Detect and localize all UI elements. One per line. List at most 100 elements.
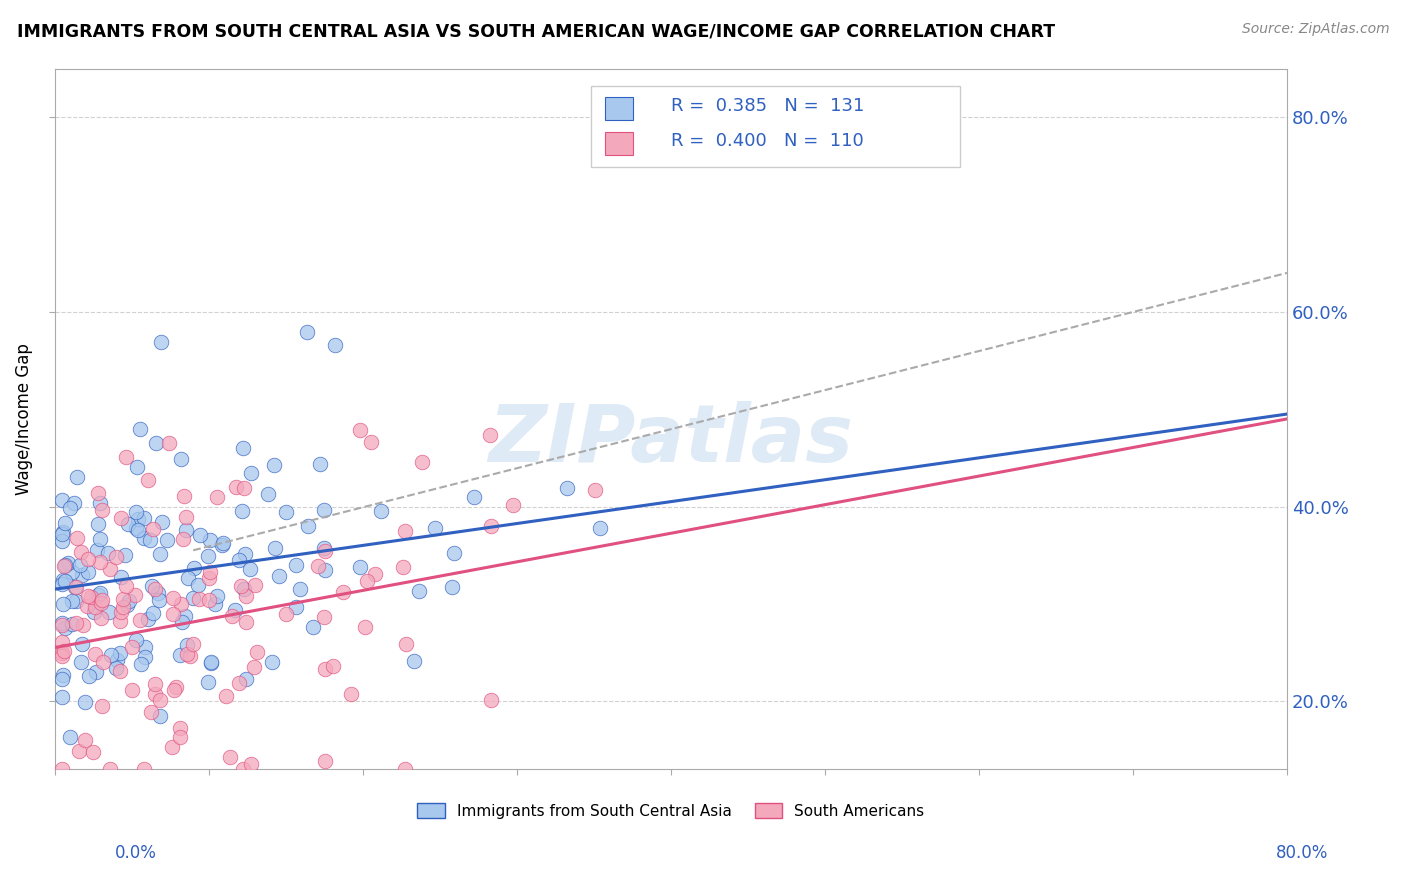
- Point: [89, 532, 111, 546]
- Point: [395, 637, 418, 651]
- Point: [89, 585, 111, 599]
- Point: [72, 618, 94, 632]
- Point: [169, 731, 191, 745]
- Point: [200, 565, 222, 579]
- Point: [233, 582, 256, 596]
- Point: [239, 756, 262, 771]
- Point: [228, 552, 250, 566]
- Point: [314, 663, 336, 677]
- Point: [114, 548, 136, 562]
- Point: [52, 597, 75, 611]
- Point: [290, 582, 312, 596]
- Point: [212, 536, 235, 550]
- Point: [302, 620, 325, 634]
- Point: [187, 578, 209, 592]
- Point: [264, 541, 287, 556]
- Point: [200, 656, 222, 670]
- Point: [232, 762, 254, 776]
- Point: [198, 533, 221, 548]
- Point: [104, 661, 127, 675]
- Point: [128, 422, 150, 436]
- Point: [323, 338, 346, 352]
- Point: [555, 481, 578, 495]
- Point: [134, 649, 156, 664]
- Point: [589, 521, 612, 535]
- Point: [83, 605, 105, 619]
- Point: [51, 762, 73, 776]
- Point: [408, 583, 430, 598]
- Point: [59, 730, 82, 744]
- Point: [177, 571, 200, 585]
- Point: [165, 681, 187, 695]
- Point: [170, 597, 193, 611]
- Point: [69, 558, 91, 572]
- Point: [89, 555, 111, 569]
- Point: [86, 543, 108, 558]
- Point: [143, 687, 166, 701]
- Point: [150, 515, 173, 529]
- Point: [142, 606, 165, 620]
- Point: [394, 524, 416, 538]
- Point: [124, 588, 146, 602]
- Point: [187, 592, 209, 607]
- Point: [53, 559, 76, 574]
- Point: [157, 435, 180, 450]
- Point: [441, 581, 464, 595]
- Point: [132, 532, 155, 546]
- Point: [263, 458, 285, 472]
- Point: [51, 673, 73, 687]
- Point: [583, 483, 606, 497]
- Point: [63, 580, 86, 594]
- Point: [53, 516, 76, 531]
- Point: [98, 605, 121, 619]
- Point: [51, 634, 73, 648]
- Point: [51, 617, 73, 632]
- Point: [91, 699, 114, 714]
- Point: [87, 588, 110, 602]
- Point: [125, 633, 148, 648]
- Point: [90, 596, 112, 610]
- Point: [198, 593, 221, 607]
- Point: [62, 495, 84, 509]
- Point: [69, 655, 91, 669]
- Point: [176, 638, 198, 652]
- Point: [76, 599, 98, 613]
- Point: [411, 455, 433, 469]
- Point: [65, 580, 87, 594]
- Point: [198, 571, 221, 585]
- Point: [228, 675, 250, 690]
- Text: R =  0.400   N =  110: R = 0.400 N = 110: [671, 132, 863, 150]
- Point: [176, 647, 198, 661]
- Point: [394, 762, 416, 776]
- Y-axis label: Wage/Income Gap: Wage/Income Gap: [15, 343, 32, 495]
- Point: [314, 563, 336, 577]
- Point: [443, 546, 465, 560]
- Point: [66, 531, 89, 545]
- Point: [83, 647, 105, 661]
- Point: [423, 521, 446, 535]
- Point: [70, 567, 93, 582]
- Text: R =  0.385   N =  131: R = 0.385 N = 131: [671, 96, 865, 115]
- Point: [173, 489, 195, 503]
- Point: [67, 744, 90, 758]
- Point: [65, 615, 87, 630]
- Point: [90, 503, 112, 517]
- Text: 80.0%: 80.0%: [1277, 844, 1329, 862]
- Point: [51, 646, 73, 660]
- Point: [262, 655, 284, 669]
- Point: [60, 565, 83, 579]
- Point: [65, 469, 87, 483]
- Point: [86, 517, 108, 532]
- Point: [139, 533, 162, 547]
- Text: Source: ZipAtlas.com: Source: ZipAtlas.com: [1241, 22, 1389, 37]
- Point: [174, 523, 197, 537]
- Point: [149, 693, 172, 707]
- Point: [156, 533, 179, 548]
- Point: [58, 557, 80, 571]
- Point: [349, 560, 371, 574]
- Point: [402, 654, 425, 668]
- Point: [115, 598, 138, 612]
- Point: [150, 335, 173, 350]
- Point: [59, 501, 82, 516]
- Point: [162, 607, 184, 621]
